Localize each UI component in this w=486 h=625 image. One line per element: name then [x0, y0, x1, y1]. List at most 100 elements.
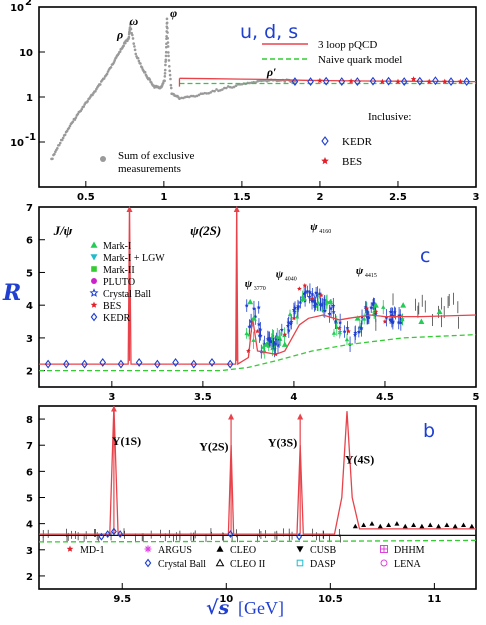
exclusive-data-point: [94, 89, 97, 93]
inclusive-data-point: [286, 328, 291, 333]
exclusive-data-point: [134, 52, 138, 56]
inclusive-data-point: [359, 325, 364, 330]
inclusive-data-point: [271, 339, 276, 344]
inclusive-data-point: [338, 320, 343, 325]
mark-i-data-point: [400, 302, 407, 308]
legend-icon-4: [380, 545, 388, 553]
exclusive-data-point: [168, 64, 171, 68]
legend-label-6: KEDR: [103, 313, 131, 324]
y-axis-label: R: [2, 280, 21, 306]
cleo-data-point: [394, 521, 400, 526]
exclusive-data-point: [189, 94, 193, 98]
kedr-data-point: [307, 77, 314, 87]
panel-a-y-tick-exponent: -1: [25, 132, 36, 143]
bes-legend-icon: [321, 157, 329, 165]
inclusive-data-point: [342, 329, 347, 334]
kedr-data-point: [208, 358, 216, 367]
inclusive-data-point: [251, 337, 256, 342]
exclusive-data-point: [61, 136, 65, 140]
exclusive-data-point: [129, 23, 132, 26]
panel-c-x-tick-label: 4.5: [376, 392, 394, 403]
inclusive-data-point: [244, 331, 249, 336]
inclusive-data-point: [329, 306, 334, 311]
cleo-data-point: [369, 521, 375, 526]
kedr-data-point: [172, 358, 179, 367]
crystal-ball-data-point: [227, 530, 234, 539]
cleo-data-point: [444, 522, 450, 527]
mark-i-data-point: [263, 341, 270, 347]
exclusive-legend-label-line2: measurements: [118, 163, 181, 175]
exclusive-data-point: [164, 63, 167, 67]
resonance-label: ψ: [245, 278, 253, 290]
exclusive-data-point: [127, 35, 131, 39]
bes-data-point: [302, 283, 308, 288]
resonance-label-sub: 3770: [254, 286, 266, 292]
resonance-label: Υ(1S): [112, 434, 141, 448]
inclusive-data-point: [247, 324, 252, 329]
resonance-label: ψ: [356, 265, 364, 277]
mark-i-data-point: [247, 298, 254, 305]
resonance-label: ω: [130, 14, 139, 28]
bes-data-point: [373, 309, 379, 314]
cleo-data-point: [427, 522, 433, 527]
panel-c-y-tick-label: 3: [26, 334, 33, 345]
kedr-data-point: [338, 77, 346, 87]
inclusive-data-point: [295, 306, 301, 310]
crystal-ball-data-point: [98, 532, 105, 541]
panel-a-x-tick-label: 3: [473, 192, 480, 203]
inclusive-data-point: [373, 311, 378, 316]
panel-a-x-tick-label: 2.5: [389, 192, 407, 203]
panel-a-x-tick-label: 1.5: [233, 192, 251, 203]
exclusive-data-point: [166, 26, 169, 30]
legend-label-1: Naive quark model: [318, 54, 402, 66]
legend-icon-6: [90, 312, 98, 322]
inclusive-data-point: [361, 316, 367, 321]
exclusive-data-point: [168, 73, 172, 77]
exclusive-data-point: [248, 81, 251, 85]
inclusive-data-point: [318, 301, 323, 306]
inclusive-data-point: [314, 290, 319, 295]
exclusive-data-point: [57, 143, 61, 147]
exclusive-data-point: [168, 69, 172, 73]
panel-b-y-tick-label: 4: [26, 520, 33, 531]
panel-b-x-tick-label: 11: [427, 594, 441, 605]
legend-label-6: CLEO II: [230, 559, 265, 570]
exclusive-data-point: [191, 94, 195, 98]
exclusive-data-point: [102, 77, 106, 80]
panel-b-y-tick-label: 7: [26, 441, 33, 452]
inclusive-data-point: [390, 319, 395, 324]
mark-i-data-point: [354, 315, 361, 321]
kedr-data-point: [226, 359, 234, 369]
exclusive-legend-label-line1: Sum of exclusive: [118, 150, 194, 162]
pqcd-curve: [39, 405, 476, 535]
kedr-data-point: [432, 76, 439, 86]
exclusive-data-point: [164, 58, 168, 62]
inclusive-data-point: [270, 334, 275, 338]
exclusive-data-point: [182, 96, 185, 100]
legend-icon-3: [296, 546, 304, 553]
resonance-label: Υ(2S): [199, 439, 228, 453]
inclusive-data-point: [298, 300, 303, 305]
inclusive-data-point: [307, 290, 312, 294]
kedr-data-point: [63, 359, 70, 369]
inclusive-data-point: [345, 325, 350, 330]
legend-label-4: DHHM: [394, 545, 425, 556]
exclusive-data-point: [166, 31, 169, 34]
exclusive-data-point: [67, 126, 71, 130]
panel-a-y-tick-label: 1: [26, 93, 33, 104]
inclusive-data-point: [279, 327, 284, 332]
exclusive-data-point: [165, 21, 169, 25]
exclusive-data-point: [165, 34, 168, 38]
inclusive-data-point: [261, 344, 266, 349]
exclusive-data-point: [163, 79, 166, 83]
exclusive-data-point: [82, 105, 85, 108]
legend-label-2: Mark-II: [103, 265, 135, 276]
exclusive-data-point: [73, 118, 77, 121]
inclusive-data-point: [294, 314, 300, 319]
mark-i-data-point: [372, 302, 379, 308]
inclusive-data-point: [353, 332, 358, 337]
exclusive-legend-icon: [100, 156, 106, 162]
exclusive-data-point: [240, 82, 244, 86]
exclusive-data-point: [166, 36, 170, 40]
exclusive-data-point: [163, 75, 167, 78]
